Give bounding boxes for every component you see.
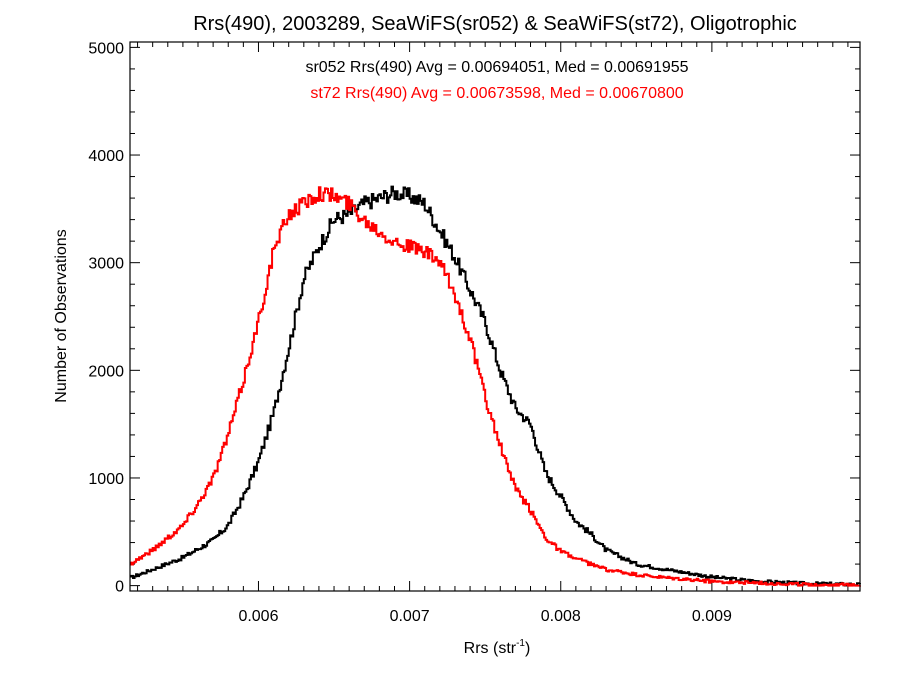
y-axis-ticks: 0 1000 2000 3000 4000 5000	[88, 40, 860, 596]
y-tick-label: 5000	[88, 40, 124, 57]
y-tick-label: 4000	[88, 148, 124, 165]
y-tick-label: 2000	[88, 363, 124, 380]
x-axis-label: Rrs (str-1)	[464, 638, 531, 657]
x-axis-label-end: )	[525, 640, 530, 657]
annotation-st72: st72 Rrs(490) Avg = 0.00673598, Med = 0.…	[310, 85, 683, 102]
chart-title: Rrs(490), 2003289, SeaWiFS(sr052) & SeaW…	[193, 13, 797, 35]
series-layer	[130, 185, 861, 587]
y-tick-label: 0	[115, 579, 124, 596]
series-st72-line	[130, 186, 861, 587]
series-sr052-line	[130, 185, 861, 587]
x-tick-label: 0.008	[541, 608, 581, 625]
x-tick-label: 0.009	[692, 608, 732, 625]
x-tick-label: 0.006	[238, 608, 278, 625]
plot-frame	[129, 41, 861, 592]
x-axis-ticks: 0.006 0.007 0.008 0.009	[137, 42, 849, 625]
x-axis-label-superscript: -1	[516, 638, 525, 649]
x-axis-label-main: Rrs (str	[464, 640, 517, 657]
y-tick-label: 3000	[88, 256, 124, 273]
y-tick-label: 1000	[88, 471, 124, 488]
annotation-sr052: sr052 Rrs(490) Avg = 0.00694051, Med = 0…	[305, 59, 688, 76]
x-tick-label: 0.007	[390, 608, 430, 625]
y-axis-label: Number of Observations	[53, 229, 70, 402]
